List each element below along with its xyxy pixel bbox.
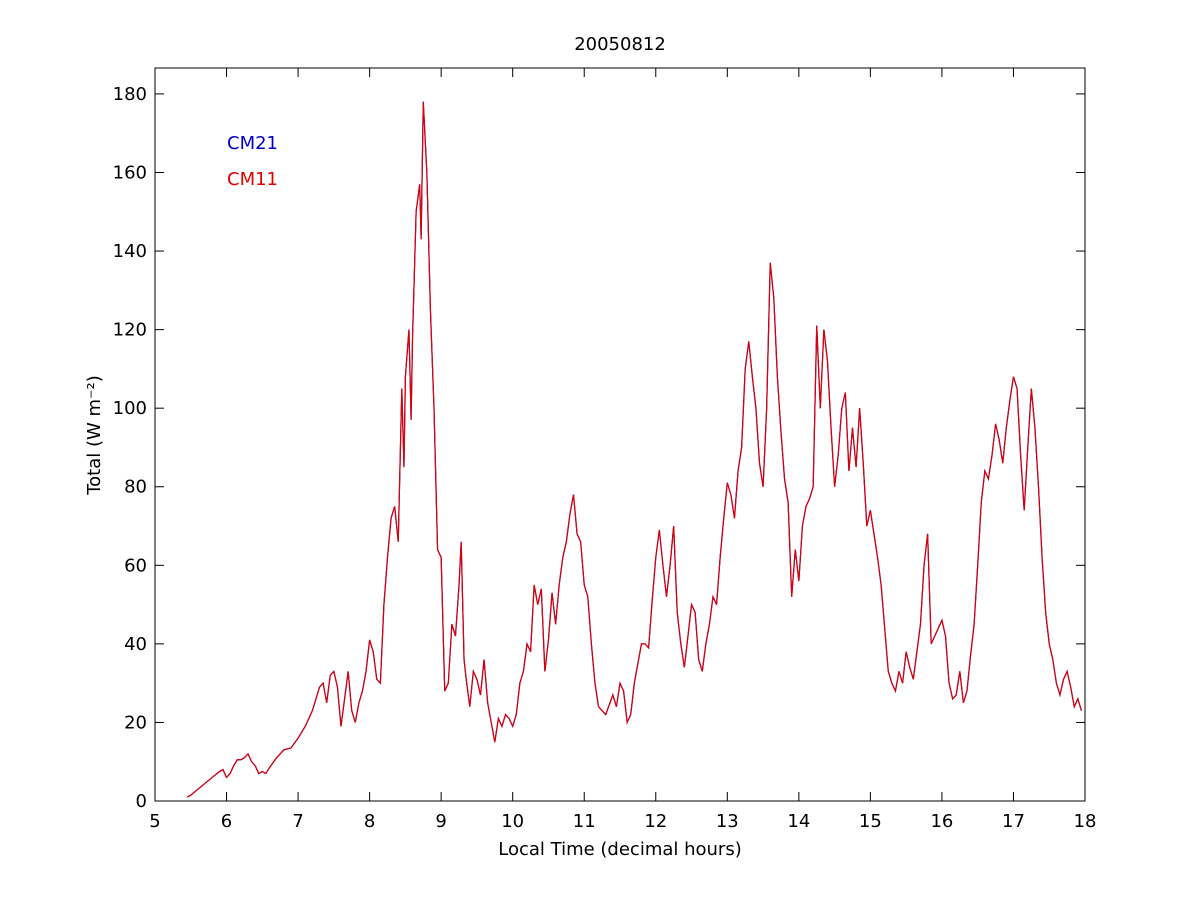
y-tick-label: 100 (113, 398, 147, 419)
x-tick-label: 15 (859, 811, 882, 832)
x-tick-label: 10 (501, 811, 524, 832)
plot-frame (154, 67, 1086, 802)
y-tick-label: 80 (124, 477, 147, 498)
legend-label: CM11 (227, 169, 278, 190)
x-tick-label: 7 (292, 811, 303, 832)
x-tick-label: 13 (716, 811, 739, 832)
x-tick-label: 6 (221, 811, 232, 832)
y-tick-label: 60 (124, 555, 147, 576)
y-tick-label: 160 (113, 162, 147, 183)
y-tick-label: 0 (136, 791, 147, 812)
x-tick-label: 12 (644, 811, 667, 832)
x-tick-label: 18 (1074, 811, 1097, 832)
x-tick-label: 8 (364, 811, 375, 832)
y-tick-label: 140 (113, 241, 147, 262)
x-tick-label: 16 (930, 811, 953, 832)
y-tick-label: 40 (124, 634, 147, 655)
x-tick-label: 9 (435, 811, 446, 832)
y-tick-label: 20 (124, 712, 147, 733)
series-line (186, 101, 1082, 798)
legend-label: CM21 (227, 133, 278, 154)
y-tick-label: 120 (113, 320, 147, 341)
x-tick-label: 5 (149, 811, 160, 832)
y-axis-label: Total (W m⁻²) (84, 375, 105, 496)
x-tick-label: 17 (1002, 811, 1025, 832)
x-tick-label: 11 (573, 811, 596, 832)
chart-title: 20050812 (574, 34, 666, 55)
x-axis-label: Local Time (decimal hours) (498, 839, 741, 860)
x-tick-label: 14 (787, 811, 810, 832)
y-tick-label: 180 (113, 84, 147, 105)
